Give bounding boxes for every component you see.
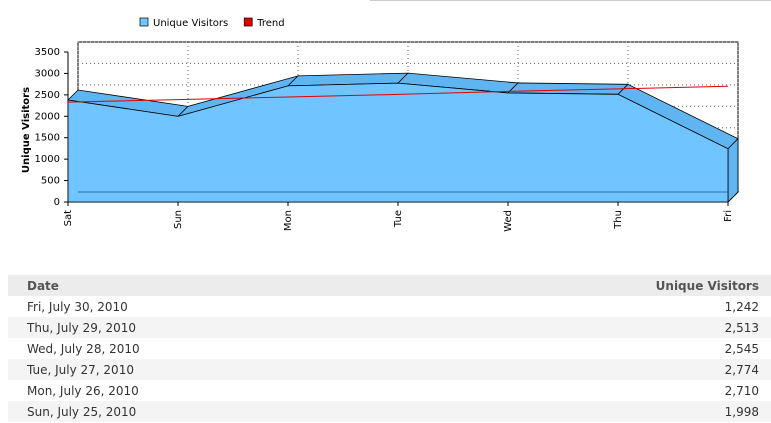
- table-cell: 2,774: [724, 362, 759, 377]
- table-cell: Date: [27, 278, 59, 293]
- y-tick-label: 1000: [35, 154, 60, 165]
- y-tick-label: 1500: [35, 133, 60, 144]
- table-cell: 1,998: [724, 404, 759, 419]
- x-tick-label: Fri: [723, 210, 734, 222]
- x-tick-label: Sun: [173, 210, 184, 229]
- y-axis-label: Unique Visitors: [21, 87, 32, 173]
- x-tick-label: Mon: [283, 210, 294, 231]
- x-tick-label: Tue: [393, 210, 404, 228]
- table-cell: Tue, July 27, 2010: [27, 362, 134, 377]
- y-tick-label: 3500: [35, 47, 60, 58]
- table-cell: Mon, July 26, 2010: [27, 383, 139, 398]
- table-cell: 1,242: [724, 299, 759, 314]
- table-row: Mon, July 26, 2010 2,710: [8, 380, 771, 401]
- legend-swatch: [243, 17, 253, 27]
- table-cell: Fri, July 30, 2010: [27, 299, 128, 314]
- table-row: Thu, July 29, 2010 2,513: [8, 317, 771, 338]
- legend-swatch: [139, 17, 149, 27]
- x-tick-label: Wed: [503, 210, 514, 232]
- x-tick-label: Sat: [63, 210, 74, 226]
- x-tick-label: Thu: [613, 210, 624, 230]
- legend-label: Trend: [256, 18, 284, 29]
- table-cell: Sun, July 25, 2010: [27, 404, 137, 419]
- table-row: Date Unique Visitors: [8, 275, 771, 296]
- area: [67, 82, 729, 203]
- y-tick-label: 2000: [35, 111, 60, 122]
- data-table: Date Unique Visitors Fri, July 30, 2010 1,2…: [8, 275, 771, 422]
- y-tick-label: 500: [41, 176, 60, 187]
- table-row: Sun, July 25, 2010 1,998: [8, 401, 771, 422]
- chart: Unique Visitors 0 500 1000 1500 2000 2500 3000…: [21, 0, 771, 232]
- table-cell: 2,513: [724, 320, 759, 335]
- table-cell: 2,710: [724, 383, 759, 398]
- area-side-face: [727, 137, 739, 203]
- y-tick-label: 0: [54, 197, 60, 208]
- table-cell: Unique Visitors: [655, 278, 759, 293]
- y-tick-label: 2500: [35, 90, 60, 101]
- y-tick-label: 3000: [35, 68, 60, 79]
- table-row: Tue, July 27, 2010 2,774: [8, 359, 771, 380]
- table-row: Fri, July 30, 2010 1,242: [8, 296, 771, 317]
- table-cell: Wed, July 28, 2010: [27, 341, 140, 356]
- table-cell: Thu, July 29, 2010: [27, 320, 137, 335]
- table-row: Wed, July 28, 2010 2,545: [8, 338, 771, 359]
- legend-label: Unique Visitors: [153, 18, 228, 29]
- table-cell: 2,545: [724, 341, 759, 356]
- trend-line: [67, 85, 729, 103]
